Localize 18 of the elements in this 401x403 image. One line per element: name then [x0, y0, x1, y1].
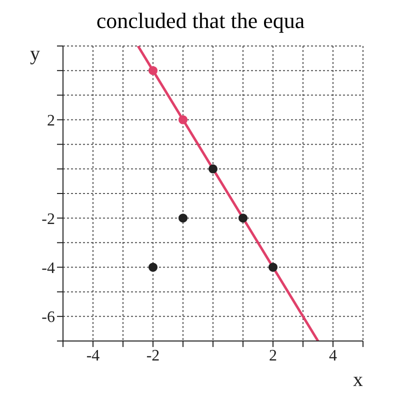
point [178, 115, 188, 124]
point [148, 262, 158, 272]
point [268, 262, 278, 272]
point [208, 164, 218, 174]
x-axis-title: x [353, 369, 363, 391]
point [148, 66, 158, 76]
x-tick-label: -4 [86, 347, 100, 364]
point [178, 214, 188, 223]
point [238, 214, 248, 223]
y-tick-label: -4 [42, 260, 55, 277]
y-axis-title: y [30, 43, 40, 66]
chart-title: concluded that the equa [95, 8, 306, 35]
x-tick-label: 4 [329, 347, 337, 364]
x-tick-label: -2 [146, 347, 160, 364]
y-tick-label: 2 [47, 112, 55, 130]
x-tick-label: 2 [269, 347, 277, 364]
y-tick-label: -6 [42, 309, 55, 326]
y-tick-label: -2 [42, 210, 55, 228]
